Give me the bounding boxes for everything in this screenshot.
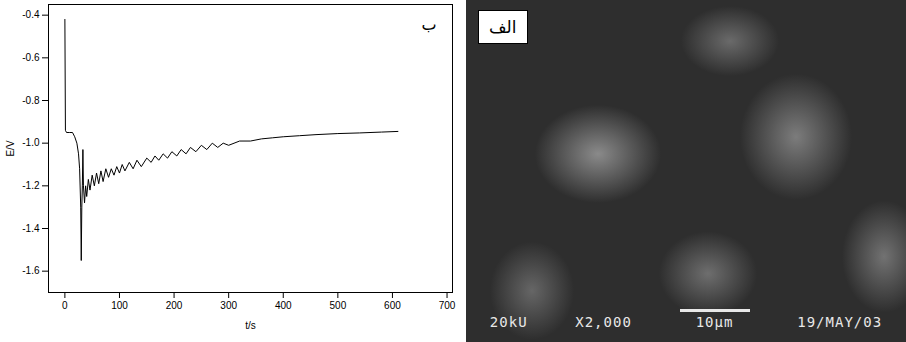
svg-text:-0.6: -0.6 xyxy=(22,52,40,63)
svg-text:500: 500 xyxy=(330,300,347,311)
html-text:20kU: 20kU xyxy=(489,314,528,330)
html-text:19/MAY/03: 19/MAY/03 xyxy=(797,314,883,330)
svg-text:0: 0 xyxy=(62,300,68,311)
svg-text:ب: ب xyxy=(421,15,436,34)
html-text:X2,000: X2,000 xyxy=(575,314,632,330)
svg-text:-1.2: -1.2 xyxy=(22,180,40,191)
svg-text:-1.4: -1.4 xyxy=(22,223,40,234)
svg-text:E/V: E/V xyxy=(5,140,16,156)
svg-text:300: 300 xyxy=(220,300,237,311)
svg-text:-0.4: -0.4 xyxy=(22,9,40,20)
svg-text:700: 700 xyxy=(439,300,456,311)
html-text:الف: الف xyxy=(489,17,517,37)
svg-text:600: 600 xyxy=(384,300,401,311)
svg-text:400: 400 xyxy=(275,300,292,311)
svg-text:200: 200 xyxy=(166,300,183,311)
svg-text:100: 100 xyxy=(111,300,128,311)
svg-text:-0.8: -0.8 xyxy=(22,95,40,106)
html-text:10µm: 10µm xyxy=(695,314,734,330)
svg-text:-1.6: -1.6 xyxy=(22,265,40,276)
svg-text:t/s: t/s xyxy=(245,320,256,331)
svg-text:-1.0: -1.0 xyxy=(22,137,40,148)
